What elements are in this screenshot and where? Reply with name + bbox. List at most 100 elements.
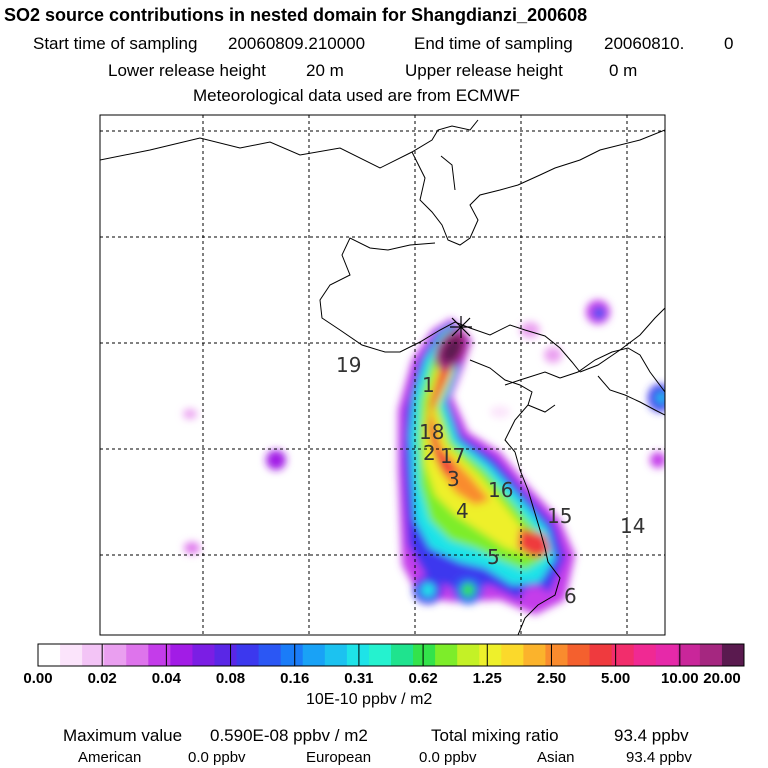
colorbar-tick-label: 20.00 — [703, 670, 741, 687]
colorbar-swatch — [633, 644, 657, 666]
plume-green — [418, 330, 545, 570]
colorbar-tick-label: 0.08 — [215, 670, 246, 687]
european-value: 0.0 ppbv — [419, 749, 477, 766]
colorbar-swatch — [545, 644, 568, 666]
colorbar-swatch — [611, 644, 635, 666]
patch-w2 — [183, 409, 197, 419]
patch-ne-core — [593, 307, 605, 319]
european-label: European — [306, 749, 372, 766]
patch-e2 — [650, 452, 665, 468]
concentration-field — [183, 300, 665, 615]
colorbar-swatch — [721, 644, 745, 666]
colorbar-swatch — [302, 644, 326, 666]
colorbar-tick-label: 10.00 — [661, 670, 699, 687]
american-label: American — [78, 749, 142, 766]
end-time-value: 20060810. — [604, 34, 685, 53]
asian-label: Asian — [537, 749, 575, 766]
plot-frame — [99, 114, 666, 636]
contour-label: 18 — [419, 420, 444, 444]
colorbar-swatch — [346, 644, 370, 666]
source-marker — [450, 316, 472, 338]
upper-release-label: Upper release height — [405, 61, 563, 80]
colorbar-tick-label: 0.16 — [280, 670, 310, 687]
total-mixing-value: 93.4 ppbv — [614, 726, 689, 745]
plume-red — [428, 340, 457, 478]
plume-core-inner — [442, 337, 462, 363]
colorbar-swatch — [479, 644, 502, 666]
colorbar-swatch — [126, 644, 149, 666]
colorbar-tick-label: 2.50 — [536, 670, 567, 687]
colorbar-swatch — [501, 644, 524, 666]
colorbar-tick-label: 0.00 — [23, 670, 53, 687]
colorbar-swatch — [523, 644, 546, 666]
contour-label: 17 — [440, 444, 465, 468]
patch-n2 — [544, 347, 562, 363]
colorbar-swatch — [82, 644, 105, 666]
colorbar-swatch — [435, 644, 458, 666]
coastlines — [100, 119, 665, 635]
total-mixing-label: Total mixing ratio — [431, 726, 559, 745]
max-value-label: Maximum value — [63, 726, 183, 745]
contour-label: 2 — [423, 441, 436, 465]
colorbar-swatch — [413, 644, 436, 666]
colorbar — [37, 643, 745, 667]
colorbar-swatch — [258, 644, 282, 666]
patch-s1-core — [421, 583, 435, 597]
colorbar-swatch — [655, 644, 679, 666]
contour-labels: 19 1 18 2 17 3 16 4 15 14 5 6 — [336, 353, 645, 608]
american-value: 0.0 ppbv — [188, 749, 246, 766]
colorbar-swatch — [589, 644, 613, 666]
colorbar-swatch — [60, 644, 83, 666]
upper-release-value: 0 m — [609, 61, 638, 80]
contour-label: 15 — [547, 504, 572, 528]
colorbar-swatch — [567, 644, 591, 666]
colorbar-tick-label: 0.04 — [151, 670, 181, 687]
patch-e-core — [656, 392, 665, 404]
contour-label: 19 — [336, 353, 361, 377]
plume-yellow — [424, 334, 532, 555]
colorbar-swatch — [368, 644, 392, 666]
lower-release-label: Lower release height — [108, 61, 266, 80]
colorbar-swatch — [214, 644, 238, 666]
end-time-suffix: 0 — [724, 34, 734, 53]
contour-label: 5 — [487, 545, 500, 569]
patch-s3 — [521, 586, 549, 610]
patch-sw — [184, 542, 200, 554]
patch-n1 — [520, 322, 540, 338]
lower-release-value: 20 m — [306, 61, 344, 80]
colorbar-swatch — [391, 644, 414, 666]
contour-label: 1 — [422, 373, 435, 397]
contour-label: 3 — [447, 467, 460, 491]
colorbar-tick-label: 5.00 — [601, 670, 631, 687]
colorbar-swatch — [699, 644, 723, 666]
colorbar-swatch — [148, 644, 171, 666]
colorbar-tick-label: 0.62 — [408, 670, 438, 687]
chart-title: SO2 source contributions in nested domai… — [4, 5, 588, 25]
colorbar-swatch — [104, 644, 127, 666]
patch-w — [266, 450, 286, 470]
colorbar-tick-label: 0.02 — [87, 670, 117, 687]
start-time-value: 20060809.210000 — [228, 34, 366, 53]
patch-s2-core — [461, 583, 475, 597]
colorbar-unit: 10E-10 ppbv / m2 — [306, 691, 433, 708]
colorbar-tick-label: 0.31 — [344, 670, 374, 687]
contour-label: 4 — [456, 499, 469, 523]
max-value: 0.590E-08 ppbv / m2 — [210, 726, 368, 745]
start-time-label: Start time of sampling — [33, 34, 198, 53]
contour-label: 16 — [488, 478, 513, 502]
colorbar-frame — [37, 643, 745, 667]
contour-label: 14 — [620, 514, 645, 538]
colorbar-swatch — [38, 644, 61, 666]
colorbar-swatch — [457, 644, 480, 666]
asian-value: 93.4 ppbv — [626, 749, 692, 766]
grid — [100, 115, 665, 635]
end-time-label: End time of sampling — [414, 34, 573, 53]
colorbar-swatch — [236, 644, 260, 666]
colorbar-swatch — [192, 644, 215, 666]
colorbar-swatch — [324, 644, 348, 666]
colorbar-swatch — [170, 644, 193, 666]
patch-s4 — [490, 406, 510, 418]
colorbar-tick-label: 1.25 — [472, 670, 502, 687]
colorbar-swatch — [280, 644, 304, 666]
